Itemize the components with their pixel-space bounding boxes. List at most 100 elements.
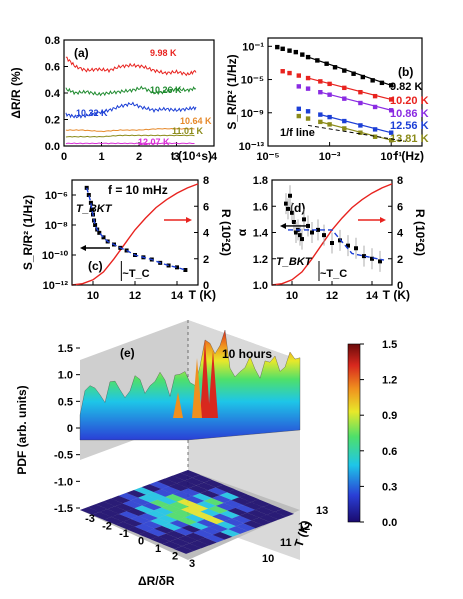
e-heat-cell (193, 529, 213, 538)
colorbar-tick-label: 1.5 (382, 339, 397, 351)
e-xtick-label: 2 (172, 551, 178, 563)
b-fit-line (320, 91, 392, 111)
d-point (290, 210, 294, 215)
d-point (378, 259, 382, 264)
c-ylabel-right: R (10²Ω) (219, 209, 233, 256)
e-heat-cell (215, 502, 236, 511)
e-xtick-label: -1 (119, 528, 129, 540)
e-heat-cell (247, 509, 267, 518)
e-xtick-label: 1 (155, 543, 161, 555)
e-heat-cell (134, 523, 155, 532)
e-heat-cell (153, 489, 174, 497)
a-series-line (65, 56, 197, 77)
panel-a: (a) 0.0 0.2 0.4 0.6 0.8 0 1 2 3 4 ΔR/R (%) t (10⁴s)… (9, 35, 218, 163)
e-heat-cell (274, 509, 295, 517)
e-heat-cell (219, 510, 240, 519)
e-heat-cell (176, 498, 197, 507)
e-heat-cell (196, 500, 217, 509)
e-heat-cell (165, 494, 185, 502)
e-zlabel: PDF (arb. units) (15, 385, 29, 474)
c-point (175, 265, 179, 270)
d-point (298, 233, 302, 238)
a-series-label: 10.64 K (180, 116, 212, 126)
e-ztick-label: 0.5 (58, 396, 73, 408)
b-point (280, 46, 285, 52)
b-ytick-label: 10⁻¹³ (239, 141, 265, 153)
d-point (322, 233, 326, 238)
e-heat-cell (188, 485, 209, 494)
d-ytick-label: 1.8 (253, 175, 268, 187)
e-heat-cell (180, 488, 201, 497)
a-ytick-label: 0.0 (45, 141, 60, 153)
e-heat-cell (184, 496, 205, 504)
b-point (296, 73, 301, 78)
b-point (305, 86, 311, 91)
d-xtick-label: 12 (326, 290, 338, 302)
b-point (300, 52, 305, 57)
c-ytick-label: 10⁻¹² (43, 280, 69, 292)
c-resistance-curve (71, 183, 199, 286)
d-point (316, 227, 320, 232)
b-point (351, 71, 356, 76)
e-heat-cell (161, 522, 182, 531)
a-series-label: 10.26 K (150, 85, 182, 95)
e-peak (200, 340, 210, 418)
e-heat-cell (189, 522, 209, 530)
b-point (389, 108, 394, 113)
e-heat-cell (192, 511, 213, 520)
e-heat-cell (130, 516, 151, 524)
c-rtick-label: 6 (203, 201, 209, 213)
c-ytick-label: 10⁻⁸ (45, 220, 68, 232)
b-point (318, 119, 323, 125)
e-heat-cell (231, 515, 252, 524)
e-heat-cell (130, 497, 151, 506)
e-title: 10 hours (222, 347, 272, 361)
a-ylabel: ΔR/R (%) (9, 67, 23, 118)
c-ylabel: S_R/R² (1/Hz) (21, 195, 35, 270)
e-peak (192, 358, 202, 418)
e-heat-cell (177, 517, 198, 525)
c-rtick-label: 0 (203, 280, 209, 292)
d-rtick-label: 8 (397, 175, 403, 187)
c-fit-line (86, 187, 186, 271)
e-heat-cell (138, 531, 159, 540)
e-heat-cell (87, 504, 108, 512)
d-point (286, 206, 290, 211)
b-series-label: 12.56 K (390, 120, 429, 132)
d-rtick-label: 2 (397, 254, 403, 266)
b-point (287, 48, 292, 53)
e-ytick-label: 11 (280, 537, 292, 549)
colorbar-tick-label: 0.3 (382, 481, 397, 493)
colorbar: 0.0 0.3 0.6 0.9 1.2 1.5 (347, 339, 397, 529)
e-heat-cell (176, 480, 197, 489)
e-xlabel: ΔR/δR (138, 574, 175, 588)
b-fit-line (307, 56, 392, 86)
e-heat-cell (211, 495, 232, 503)
b-fit-line (307, 77, 392, 101)
d-left-arrow-head (280, 222, 286, 229)
e-heat-cell (150, 536, 171, 545)
e-heat-cell (161, 486, 181, 494)
e-xtick-label: 0 (138, 536, 144, 548)
e-ztick-label: -1.0 (54, 476, 73, 488)
e-heat-cell (157, 515, 178, 523)
a-series-line (65, 127, 195, 133)
e-heat-cell (161, 504, 182, 513)
d-point (330, 241, 334, 245)
e-heat-cell (149, 499, 170, 508)
d-tc-label: ~T_C (320, 268, 347, 280)
e-heat-cell (142, 502, 162, 511)
e-heat-cell (146, 528, 167, 537)
a-ytick-label: 0.8 (45, 35, 60, 47)
d-point (288, 193, 292, 198)
e-heat-cell (189, 540, 210, 549)
b-1f-line (307, 124, 406, 142)
e-heat-cell (174, 546, 194, 554)
e-heat-cell (168, 483, 189, 492)
d-right-arrow-head (380, 217, 386, 223)
e-heat-cell (134, 505, 155, 514)
e-ztick-label: 1.0 (58, 370, 73, 382)
e-heat-cell (165, 530, 186, 539)
e-heat-cell (192, 474, 212, 483)
